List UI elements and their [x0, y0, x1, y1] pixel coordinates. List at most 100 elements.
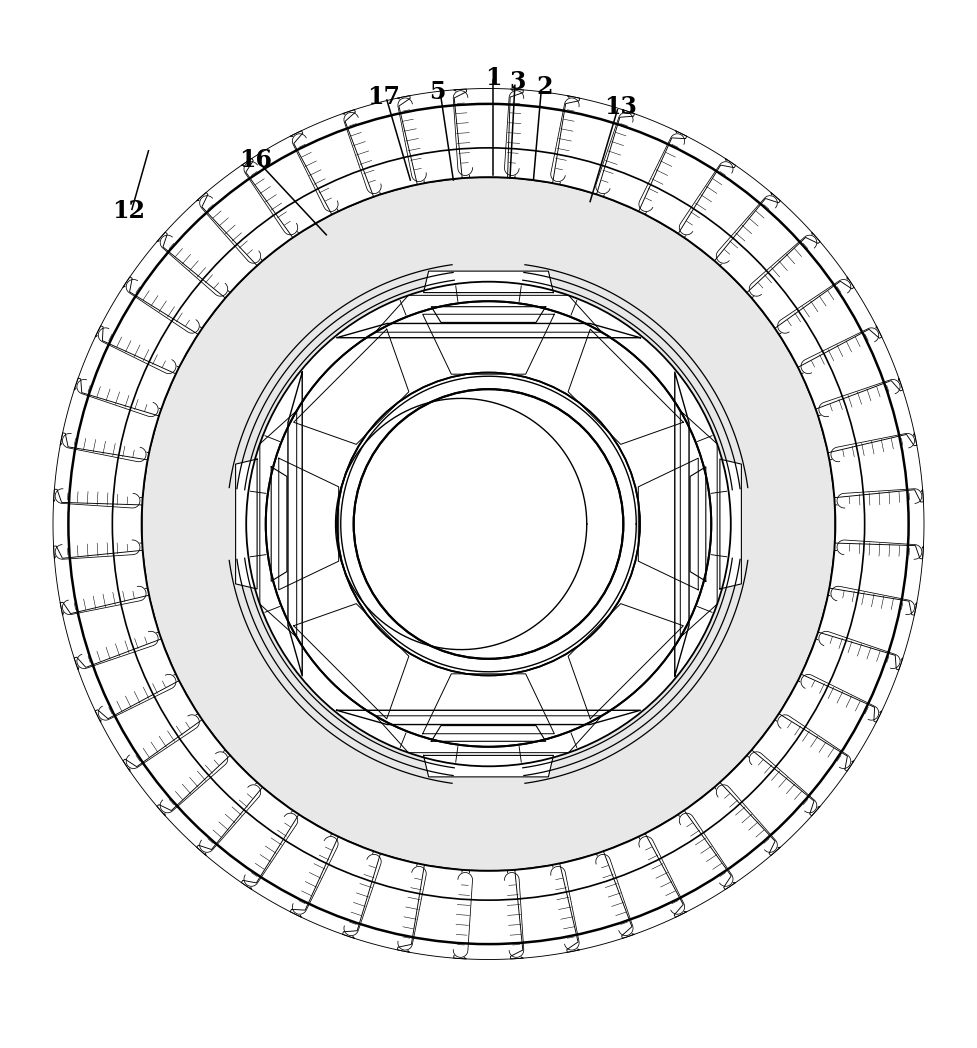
- Polygon shape: [801, 639, 903, 722]
- Polygon shape: [61, 378, 159, 453]
- Polygon shape: [551, 97, 579, 181]
- Polygon shape: [294, 329, 408, 444]
- Polygon shape: [560, 853, 634, 953]
- Polygon shape: [801, 675, 878, 720]
- Polygon shape: [569, 329, 683, 444]
- Polygon shape: [199, 785, 261, 852]
- Polygon shape: [684, 787, 781, 890]
- Polygon shape: [123, 232, 226, 328]
- Polygon shape: [779, 277, 882, 368]
- Polygon shape: [292, 134, 338, 212]
- Polygon shape: [398, 97, 426, 181]
- Polygon shape: [126, 715, 199, 768]
- Polygon shape: [241, 814, 332, 917]
- Polygon shape: [837, 488, 922, 508]
- Polygon shape: [99, 328, 176, 373]
- Polygon shape: [829, 433, 923, 502]
- Polygon shape: [680, 411, 717, 637]
- Polygon shape: [431, 307, 546, 323]
- Text: 5: 5: [430, 80, 446, 104]
- Polygon shape: [453, 873, 473, 958]
- Polygon shape: [453, 88, 524, 178]
- Polygon shape: [199, 196, 261, 263]
- Polygon shape: [424, 756, 553, 777]
- Polygon shape: [749, 751, 817, 813]
- Polygon shape: [292, 836, 338, 914]
- Polygon shape: [344, 112, 381, 194]
- Polygon shape: [95, 680, 198, 771]
- Polygon shape: [504, 90, 524, 175]
- Polygon shape: [294, 604, 408, 719]
- Polygon shape: [453, 90, 473, 175]
- Polygon shape: [749, 235, 817, 297]
- Polygon shape: [569, 604, 683, 719]
- Polygon shape: [645, 131, 736, 234]
- Polygon shape: [423, 674, 554, 734]
- Polygon shape: [55, 540, 140, 560]
- Polygon shape: [241, 131, 332, 234]
- Polygon shape: [196, 787, 293, 890]
- Polygon shape: [638, 458, 699, 590]
- Polygon shape: [63, 434, 146, 462]
- Polygon shape: [61, 595, 159, 670]
- Polygon shape: [596, 112, 633, 194]
- Polygon shape: [551, 867, 579, 951]
- Polygon shape: [278, 458, 339, 590]
- Polygon shape: [54, 546, 148, 615]
- Polygon shape: [344, 854, 381, 936]
- Polygon shape: [504, 873, 524, 958]
- Polygon shape: [778, 280, 851, 333]
- Polygon shape: [398, 867, 426, 951]
- Polygon shape: [126, 280, 199, 333]
- Polygon shape: [160, 751, 228, 813]
- Polygon shape: [818, 378, 916, 453]
- Polygon shape: [716, 785, 778, 852]
- Polygon shape: [123, 720, 226, 816]
- Polygon shape: [244, 161, 298, 235]
- Polygon shape: [679, 813, 733, 887]
- Polygon shape: [679, 161, 733, 235]
- Polygon shape: [453, 870, 524, 960]
- Polygon shape: [837, 540, 922, 560]
- Circle shape: [246, 282, 731, 766]
- Polygon shape: [95, 277, 198, 368]
- Polygon shape: [53, 489, 143, 559]
- Polygon shape: [716, 196, 778, 263]
- Polygon shape: [511, 865, 579, 959]
- Polygon shape: [801, 328, 878, 373]
- Polygon shape: [157, 193, 257, 292]
- Polygon shape: [778, 715, 851, 768]
- Polygon shape: [375, 296, 602, 332]
- Polygon shape: [751, 720, 854, 816]
- Polygon shape: [639, 836, 685, 914]
- Polygon shape: [290, 836, 373, 938]
- Polygon shape: [819, 631, 900, 669]
- Text: 16: 16: [239, 148, 273, 172]
- Polygon shape: [818, 595, 916, 670]
- Polygon shape: [54, 433, 148, 502]
- Polygon shape: [819, 379, 900, 417]
- Polygon shape: [244, 813, 298, 887]
- Polygon shape: [511, 89, 579, 183]
- Polygon shape: [337, 324, 640, 337]
- Polygon shape: [720, 193, 820, 292]
- Polygon shape: [260, 411, 297, 637]
- Polygon shape: [831, 434, 914, 462]
- Polygon shape: [272, 466, 287, 582]
- Polygon shape: [55, 488, 140, 508]
- Polygon shape: [196, 158, 293, 261]
- Polygon shape: [751, 232, 854, 328]
- Polygon shape: [801, 326, 903, 409]
- Polygon shape: [424, 271, 553, 292]
- Polygon shape: [290, 110, 373, 212]
- Polygon shape: [337, 711, 640, 724]
- Polygon shape: [779, 680, 882, 771]
- Polygon shape: [720, 459, 742, 589]
- Polygon shape: [604, 836, 687, 938]
- Polygon shape: [398, 89, 466, 183]
- Polygon shape: [74, 326, 176, 409]
- Polygon shape: [831, 586, 914, 614]
- Polygon shape: [645, 814, 736, 917]
- Polygon shape: [639, 134, 685, 212]
- Polygon shape: [829, 546, 923, 615]
